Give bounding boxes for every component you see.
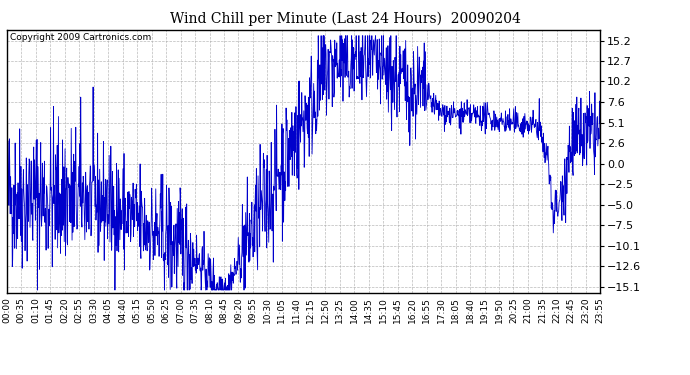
Text: Wind Chill per Minute (Last 24 Hours)  20090204: Wind Chill per Minute (Last 24 Hours) 20… [170,11,520,26]
Text: Copyright 2009 Cartronics.com: Copyright 2009 Cartronics.com [10,33,151,42]
